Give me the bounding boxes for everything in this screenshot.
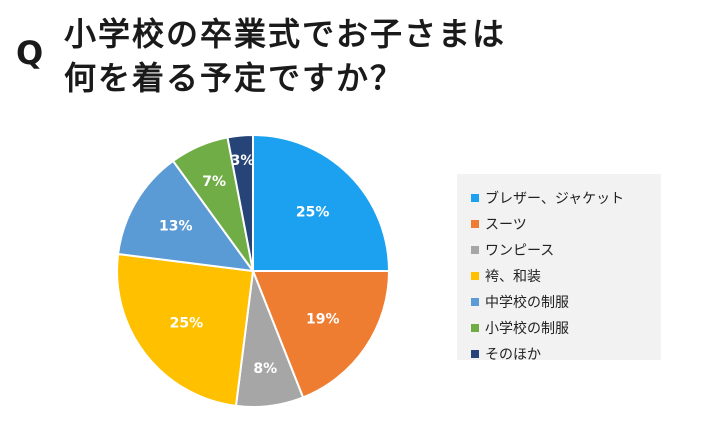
legend-label: ワンピース: [485, 243, 555, 259]
pie-slice-2: [251, 270, 391, 399]
pie-slice-4: [116, 252, 255, 408]
legend-item: 中学校の制服: [471, 292, 569, 312]
legend-label: 中学校の制服: [485, 295, 569, 311]
legend-swatch: [471, 324, 479, 332]
legend-item: ワンピース: [471, 240, 554, 260]
question-mark: Q: [16, 34, 44, 72]
pie-slice-1: [252, 133, 391, 272]
legend-swatch: [471, 272, 479, 280]
title-line-2: 何を着る予定ですか？: [64, 59, 405, 97]
chart-legend: ブレザー、ジャケット スーツワンピース袴、和装中学校の制服 小学校の制服 そのほか: [457, 174, 661, 363]
legend-label: スーツ: [485, 217, 527, 233]
legend-label: そのほか: [485, 347, 541, 363]
legend-swatch: [471, 194, 479, 202]
legend-item: そのほか: [471, 344, 541, 364]
pie-slice-7: [226, 133, 254, 272]
data-label-2: 19%: [306, 311, 340, 327]
page-title: 小学校の卒業式でお子さまは 何を着る予定ですか？: [64, 12, 684, 100]
legend-item: スーツ: [471, 214, 527, 234]
data-label-3: 8%: [253, 361, 277, 377]
legend-swatch: [471, 298, 479, 306]
legend-swatch: [471, 246, 479, 254]
legend-swatch: [471, 350, 479, 358]
legend-item: 袴、和装: [471, 266, 541, 286]
data-label-5: 13%: [159, 218, 193, 234]
legend-label: 小学校の制服: [485, 321, 569, 337]
legend-label: ブレザー、ジャケット: [485, 191, 625, 207]
title-line-1: 小学校の卒業式でお子さまは: [64, 15, 507, 53]
data-label-1: 25%: [296, 204, 330, 220]
pie-slice-5: [116, 159, 256, 273]
data-label-4: 25%: [170, 316, 204, 332]
legend-swatch: [471, 220, 479, 228]
legend-item: 小学校の制服: [471, 318, 569, 338]
data-label-6: 7%: [202, 174, 226, 190]
legend-label: 袴、和装: [485, 269, 541, 285]
legend-item: ブレザー、ジャケット: [471, 188, 624, 208]
data-label-7: 3%: [231, 153, 255, 169]
